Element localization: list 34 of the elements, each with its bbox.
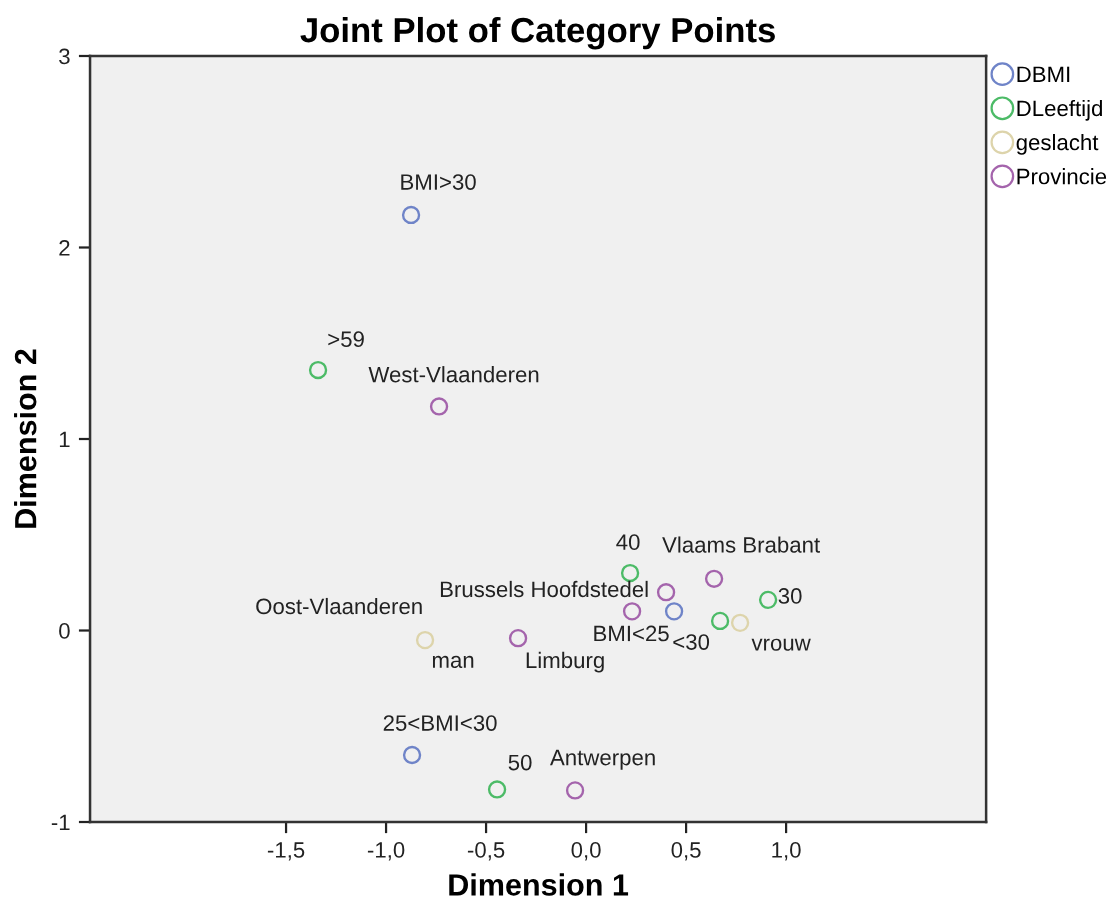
annotation: 50	[508, 754, 532, 771]
annotation: Brussels Hoofdstedel	[440, 580, 648, 598]
annotation: Oost-Vlaanderen	[256, 597, 422, 615]
annotation: vrouw	[751, 638, 811, 651]
annotation: BMI<25	[594, 625, 669, 642]
annotation: <30	[673, 634, 710, 650]
x-tick-label: 0,5	[671, 842, 701, 861]
y-tick-label: 2	[59, 240, 70, 256]
legend-label: geslacht	[1016, 133, 1099, 155]
x-tick-label: 1,0	[772, 842, 801, 861]
annotation: West-Vlaanderen	[368, 366, 539, 383]
x-tick-label: -0,5	[467, 842, 505, 861]
x-tick-label: -1,5	[267, 842, 305, 861]
annotation: 40	[616, 534, 640, 551]
annotation: Antwerpen	[550, 749, 655, 770]
x-axis-title: Dimension 1	[449, 873, 629, 896]
y-axis-title: Dimension 2	[14, 349, 37, 528]
annotation: >59	[328, 331, 364, 348]
legend-label: DLeeftijd	[1017, 99, 1102, 121]
x-tick-label: 0,0	[571, 842, 601, 861]
annotation: 30	[778, 588, 802, 604]
legend-label: Provincie	[1017, 168, 1107, 185]
annotation: 25<BMI<30	[383, 715, 497, 731]
annotation: Vlaams Brabant	[662, 536, 820, 553]
annotation: man	[432, 655, 474, 669]
legend-label: DBMI	[1017, 66, 1070, 82]
y-tick-label: 3	[59, 48, 70, 65]
x-tick-label: -1,0	[367, 842, 405, 861]
y-tick-label: -1	[51, 814, 70, 831]
y-tick-label: 1	[59, 431, 70, 448]
annotation: Limburg	[526, 651, 604, 673]
chart-title: Joint Plot of Category Points	[300, 16, 775, 50]
annotation: BMI>30	[401, 174, 476, 190]
y-tick-label: 0	[59, 623, 70, 639]
